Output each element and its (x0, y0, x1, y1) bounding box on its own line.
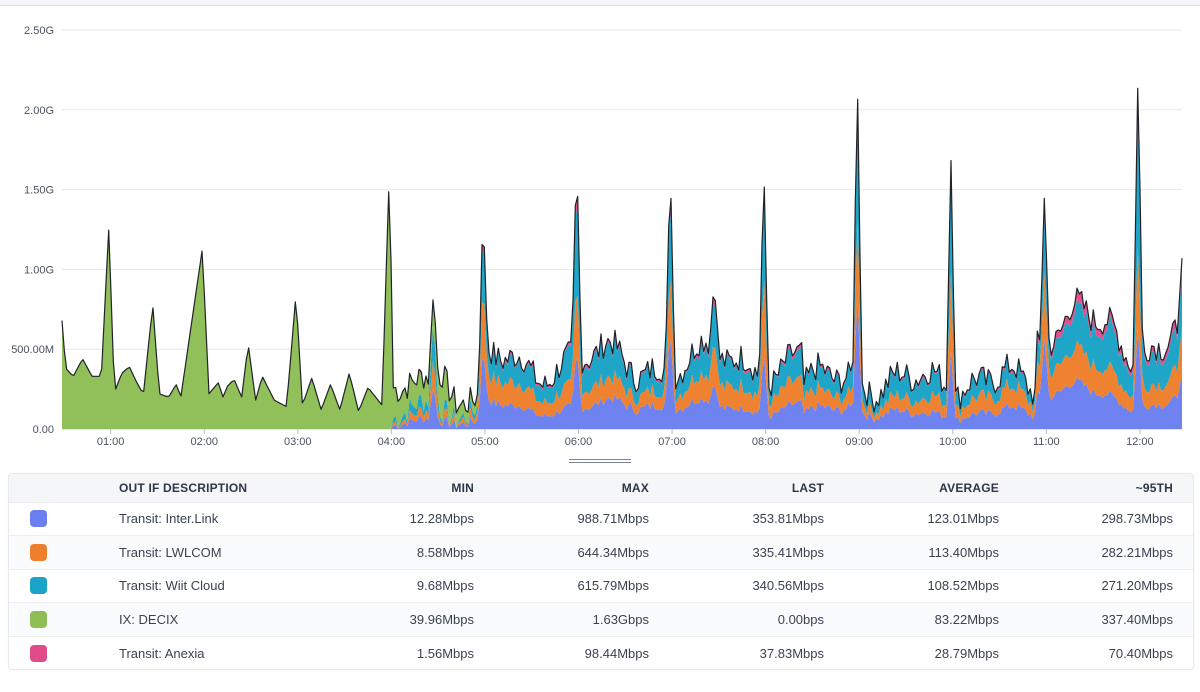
header-average[interactable]: AVERAGE (939, 480, 999, 495)
interface-stats-table-card: OUT IF DESCRIPTION MIN MAX LAST AVERAGE … (8, 473, 1194, 670)
cell-desc: IX: DECIX (119, 612, 179, 628)
area-lwlcom[interactable] (62, 220, 1182, 429)
total-outline (61, 87, 1183, 414)
cell-max: 98.44Mbps (584, 645, 649, 661)
cell-average: 113.40Mbps (928, 544, 999, 560)
cell-max: 988.71Mbps (577, 511, 649, 527)
cell-average: 108.52Mbps (927, 578, 999, 594)
cell-min: 12.28Mbps (409, 511, 474, 527)
cell-p95: 298.73Mbps (1101, 511, 1173, 527)
cell-p95: 70.40Mbps (1108, 645, 1173, 661)
cell-max: 1.63Gbps (592, 612, 649, 628)
table-row[interactable]: Transit: Inter.Link 12.28Mbps 988.71Mbps 35… (9, 502, 1193, 536)
cell-last: 340.56Mbps (752, 578, 824, 594)
table-row[interactable]: Transit: Wiit Cloud 9.68Mbps 615.79Mbps 340… (9, 569, 1193, 603)
area-decix[interactable] (62, 109, 1182, 430)
x-tick-label: 04:00 (378, 436, 406, 448)
window-top-strip (0, 0, 1200, 6)
header-color (9, 474, 119, 502)
cell-max: 615.79Mbps (577, 578, 649, 594)
table-header-row: OUT IF DESCRIPTION MIN MAX LAST AVERAGE … (9, 474, 1193, 502)
header-min[interactable]: MIN (451, 480, 474, 495)
x-tick-label: 11:00 (1033, 436, 1060, 448)
x-tick-label: 08:00 (752, 436, 780, 448)
cell-average: 123.01Mbps (927, 511, 999, 527)
header-max[interactable]: MAX (621, 480, 649, 495)
series-color-swatch[interactable] (30, 543, 47, 561)
cell-p95: 282.21Mbps (1101, 544, 1173, 560)
y-tick-label: 500.00M (11, 344, 54, 356)
row-color-cell (9, 536, 119, 570)
header-last[interactable]: LAST (791, 480, 824, 495)
chart-resize-handle[interactable] (569, 458, 631, 464)
series-color-swatch[interactable] (30, 577, 47, 595)
cell-min: 9.68Mbps (416, 578, 474, 594)
cell-last: 0.00bps (777, 612, 824, 628)
y-tick-label: 1.50G (24, 185, 54, 197)
row-color-cell (9, 502, 119, 536)
series-color-swatch[interactable] (30, 611, 47, 629)
x-tick-label: 05:00 (471, 436, 499, 448)
cell-min: 1.56Mbps (416, 645, 474, 661)
row-color-cell (9, 603, 119, 637)
y-tick-label: 0.00 (33, 424, 54, 436)
cell-desc: Transit: Anexia (119, 645, 205, 661)
x-tick-label: 10:00 (939, 436, 967, 448)
y-tick-label: 2.50G (24, 25, 54, 37)
cell-max: 644.34Mbps (577, 544, 649, 560)
series-color-swatch[interactable] (30, 644, 47, 662)
x-tick-label: 01:00 (97, 436, 125, 448)
table-row[interactable]: Transit: LWLCOM 8.58Mbps 644.34Mbps 335.41M… (9, 535, 1193, 570)
cell-min: 8.58Mbps (416, 544, 474, 560)
row-color-cell (9, 636, 119, 669)
cell-p95: 271.20Mbps (1101, 578, 1173, 594)
cell-desc: Transit: LWLCOM (119, 544, 222, 560)
x-tick-label: 07:00 (658, 436, 686, 448)
x-tick-label: 12:00 (1126, 436, 1154, 448)
area-interlink[interactable] (62, 300, 1182, 429)
series-color-swatch[interactable] (30, 510, 47, 528)
header-description[interactable]: OUT IF DESCRIPTION (119, 480, 248, 495)
traffic-stacked-area-chart[interactable]: 0.00 500.00M 1.00G 1.50G 2.00G 2.50G 01:00 02:0… (0, 0, 1200, 455)
table-row[interactable]: IX: DECIX 39.96Mbps 1.63Gbps 0.00bps 83.22Mb… (9, 602, 1193, 637)
y-tick-label: 1.00G (24, 264, 54, 276)
cell-p95: 337.40Mbps (1101, 612, 1173, 628)
cell-average: 83.22Mbps (934, 612, 999, 628)
cell-last: 335.41Mbps (752, 544, 824, 560)
x-tick-label: 03:00 (284, 436, 312, 448)
cell-last: 353.81Mbps (752, 511, 824, 527)
cell-desc: Transit: Inter.Link (119, 511, 219, 527)
row-color-cell (9, 569, 119, 603)
y-tick-label: 2.00G (24, 105, 54, 117)
cell-average: 28.79Mbps (934, 645, 999, 661)
x-tick-label: 06:00 (565, 436, 593, 448)
header-95th[interactable]: ~95TH (1135, 480, 1173, 495)
area-wiit-cloud[interactable] (62, 109, 1182, 430)
cell-last: 37.83Mbps (759, 645, 824, 661)
x-tick-label: 02:00 (190, 436, 218, 448)
x-tick-label: 09:00 (845, 436, 873, 448)
cell-desc: Transit: Wiit Cloud (119, 578, 225, 594)
cell-min: 39.96Mbps (409, 612, 474, 628)
table-row[interactable]: Transit: Anexia 1.56Mbps 98.44Mbps 37.83Mbp… (9, 636, 1193, 669)
interface-stats-table: OUT IF DESCRIPTION MIN MAX LAST AVERAGE … (9, 474, 1193, 669)
